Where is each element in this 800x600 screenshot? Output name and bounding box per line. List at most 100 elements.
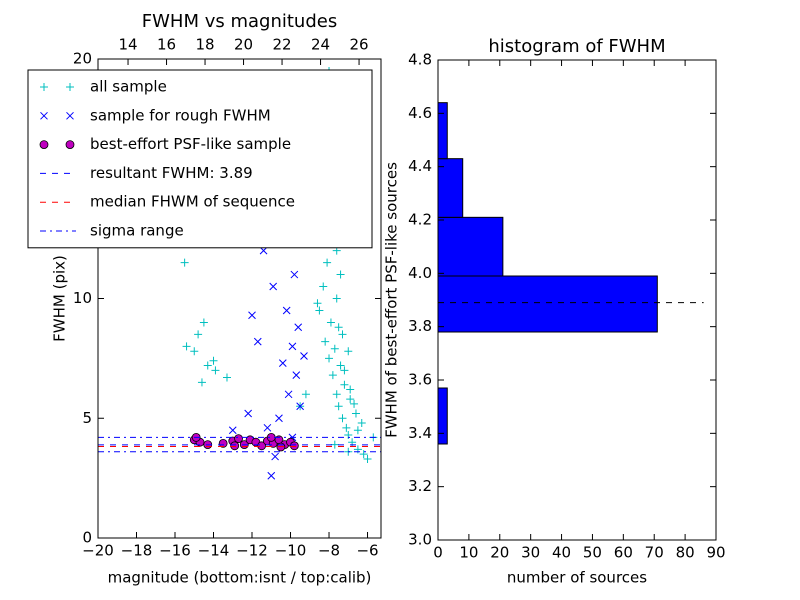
point — [332, 390, 341, 399]
point — [230, 441, 240, 451]
x-tick-label: −8 — [318, 542, 340, 560]
point — [346, 395, 355, 404]
point — [289, 441, 299, 451]
point — [338, 414, 347, 423]
point — [267, 471, 276, 480]
point — [65, 140, 75, 150]
point — [323, 258, 332, 267]
y-tick-label: 4.6 — [408, 104, 432, 122]
legend-label: all sample — [90, 78, 167, 96]
point — [209, 356, 218, 365]
point — [325, 354, 334, 363]
y-tick-label: 3.2 — [408, 477, 432, 495]
point — [332, 294, 341, 303]
x-tick-label: 0 — [433, 544, 443, 562]
x-tick-label: 10 — [459, 544, 478, 562]
point — [336, 270, 345, 279]
point — [340, 380, 349, 389]
point — [222, 373, 231, 382]
x-tick-label: −12 — [236, 542, 268, 560]
point — [40, 83, 48, 91]
point — [257, 441, 267, 451]
x-tick-label: −10 — [275, 542, 307, 560]
x-tick-label: 50 — [583, 544, 602, 562]
point — [40, 111, 48, 120]
point — [284, 390, 293, 399]
point — [269, 282, 278, 291]
bar — [437, 158, 464, 218]
point — [336, 361, 345, 370]
legend-label: sigma range — [90, 222, 184, 240]
x-tick-label: −16 — [159, 542, 191, 560]
x-tick-label: 80 — [676, 544, 695, 562]
point — [294, 323, 303, 332]
y-tick-label: 5 — [82, 409, 92, 427]
x2-tick-label: 14 — [118, 36, 137, 54]
point — [288, 342, 297, 351]
bar — [437, 387, 448, 445]
x2-tick-label: 26 — [350, 36, 369, 54]
y-tick-label: 3.6 — [408, 371, 432, 389]
point — [326, 318, 335, 327]
x-tick-label: −20 — [82, 542, 114, 560]
point — [296, 402, 304, 411]
x-axis-label: number of sources — [507, 569, 647, 587]
x-tick-label: 60 — [614, 544, 633, 562]
legend-label: median FHWM of sequence — [90, 193, 295, 211]
point — [340, 366, 349, 375]
point — [301, 390, 310, 399]
point — [278, 359, 287, 368]
point — [350, 399, 359, 408]
point — [315, 306, 324, 315]
point — [244, 409, 253, 418]
point — [319, 282, 328, 291]
legend-label: best-effort PSF-like sample — [90, 135, 291, 153]
legend-label: resultant FWHM: 3.89 — [90, 164, 253, 182]
point — [334, 323, 343, 332]
x-tick-label: −18 — [121, 542, 153, 560]
point — [199, 318, 208, 327]
point — [282, 306, 291, 315]
point — [263, 423, 272, 432]
y-tick-label: 10 — [73, 289, 92, 307]
point — [180, 258, 189, 267]
legend-box — [27, 69, 373, 249]
y-tick-label: 20 — [73, 50, 92, 68]
plot-frame — [437, 59, 717, 541]
y-axis-label: FWHM (pix) — [51, 255, 69, 342]
y-tick-label: 4.8 — [408, 51, 432, 69]
y-tick-label: 4.4 — [408, 157, 432, 175]
point — [248, 311, 256, 320]
point — [194, 330, 203, 339]
point — [218, 438, 228, 448]
point — [292, 371, 301, 379]
x-tick-label: 90 — [706, 544, 725, 562]
point — [211, 366, 220, 375]
bar — [437, 216, 504, 277]
x2-tick-label: 18 — [195, 36, 214, 54]
point — [197, 378, 206, 387]
y-tick-label: 4.2 — [408, 211, 432, 229]
x2-tick-label: 20 — [234, 36, 253, 54]
point — [357, 419, 366, 428]
x-tick-label: −14 — [198, 542, 230, 560]
x2-tick-label: 22 — [272, 36, 291, 54]
y-tick-label: 3.8 — [408, 317, 432, 335]
point — [275, 414, 283, 423]
point — [39, 140, 49, 150]
point — [338, 330, 347, 339]
point — [353, 426, 362, 435]
point — [66, 83, 74, 91]
y-tick-label: 0 — [82, 529, 92, 547]
bar — [437, 275, 658, 333]
point — [190, 347, 199, 356]
point — [66, 111, 74, 120]
chart-title: FWHM vs magnitudes — [142, 11, 337, 32]
point — [342, 423, 351, 432]
bar — [437, 102, 448, 160]
point — [346, 385, 355, 394]
point — [253, 337, 262, 346]
point — [330, 344, 339, 353]
point — [351, 409, 360, 418]
